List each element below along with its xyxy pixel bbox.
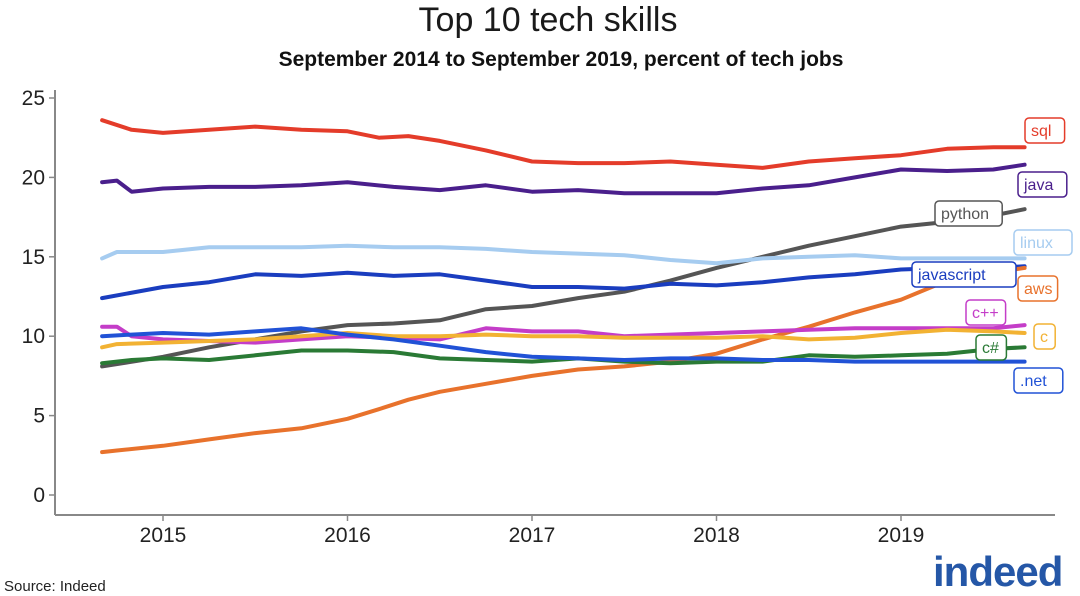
label-python: python [934, 200, 1003, 227]
y-tick-label: 25 [22, 87, 45, 110]
series-line-sql [100, 118, 1027, 170]
series-label-box [934, 200, 1003, 227]
label-c: c++ [965, 299, 1007, 326]
series-label-box [1013, 229, 1073, 256]
y-tick-label: 0 [33, 484, 45, 507]
series-label-box [1013, 367, 1064, 394]
label-linux: linux [1013, 229, 1073, 256]
series-line-c [100, 345, 1027, 366]
series-label-box [1017, 275, 1059, 302]
label-javascript: javascript [911, 261, 1017, 288]
series-line-c [100, 327, 1027, 350]
y-tick-label: 20 [22, 166, 45, 189]
chart-subtitle: September 2014 to September 2019, percen… [279, 48, 844, 71]
series-label-box [1017, 171, 1068, 198]
series-label-box [975, 334, 1008, 361]
chart-title: Top 10 tech skills [419, 1, 678, 39]
label-aws: aws [1017, 275, 1059, 302]
series-label-text: java [1023, 177, 1053, 194]
x-tick-label: 2016 [324, 524, 371, 547]
label-net: .net [1013, 367, 1064, 394]
series-line-linux [100, 243, 1027, 266]
series-label-text: c [1040, 329, 1048, 346]
label-c: c [1033, 323, 1056, 350]
y-tick-label: 15 [22, 246, 45, 269]
series-layer [100, 118, 1027, 455]
series-line-javascript [100, 264, 1027, 301]
series-label-text: c# [982, 340, 999, 357]
label-sql: sql [1024, 117, 1066, 144]
y-tick-label: 5 [33, 405, 45, 428]
series-label-box [965, 299, 1007, 326]
series-label-text: .net [1020, 373, 1047, 390]
series-line-java [100, 162, 1027, 196]
source-note: Source: Indeed [4, 578, 106, 595]
series-label-text: aws [1024, 281, 1052, 298]
label-java: java [1017, 171, 1068, 198]
x-tick-label: 2015 [140, 524, 187, 547]
series-line-net [100, 326, 1027, 364]
series-label-text: python [941, 206, 989, 223]
series-label-text: javascript [917, 267, 986, 284]
axes: 0 5 10 15 20 25 2015 2016 2017 2018 2019 [22, 87, 1055, 547]
series-label-box [1033, 323, 1056, 350]
series-label-box [911, 261, 1017, 288]
y-tick-label: 10 [22, 325, 45, 348]
series-label-text: c++ [972, 305, 999, 322]
label-c: c# [975, 334, 1008, 361]
x-tick-label: 2019 [878, 524, 925, 547]
x-tick-label: 2018 [693, 524, 740, 547]
series-labels: sql java python linux javascript aws c++ c c# .ne… [911, 117, 1073, 394]
series-line-aws [100, 265, 1027, 455]
indeed-logo: indeed [933, 548, 1063, 595]
series-label-text: linux [1020, 235, 1053, 252]
series-label-text: sql [1031, 123, 1051, 140]
series-label-box [1024, 117, 1066, 144]
x-tick-label: 2017 [509, 524, 556, 547]
